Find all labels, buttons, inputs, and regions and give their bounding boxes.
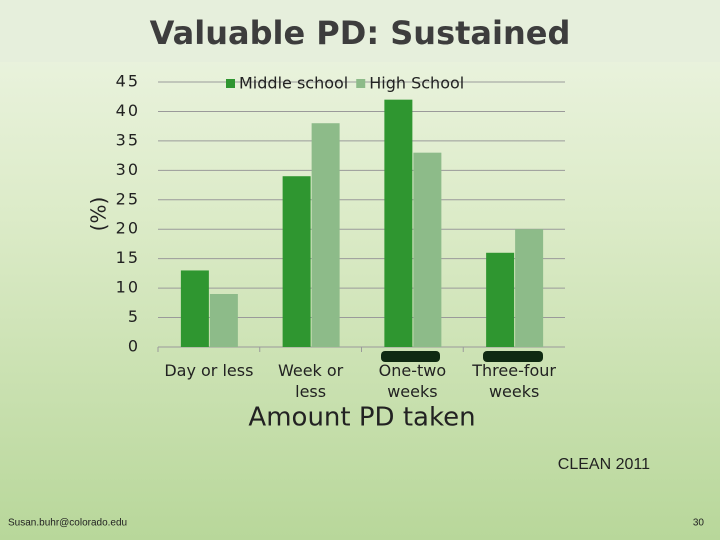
y-tick-label: 0 [128,337,140,356]
x-tick-label: One-two weeks [378,361,447,401]
y-tick-label: 35 [116,130,140,149]
legend-swatch [356,79,366,88]
bar [384,99,413,348]
legend-swatch [226,79,235,88]
y-tick-label: 30 [116,160,140,179]
y-tick-label: 20 [116,219,140,238]
legend-label: Middle school [239,74,348,93]
y-tick-label: 15 [116,248,140,267]
chart-title: Valuable PD: Sustained [150,14,571,52]
x-tick-label: Week or less [277,361,344,401]
email: Susan.buhr@colorado.edu [8,518,127,529]
bar [180,270,209,347]
y-tick-label: 5 [128,307,140,326]
bar [282,176,311,347]
y-tick-label: 25 [116,189,140,208]
y-tick-label: 45 [116,72,140,91]
bar [209,294,238,347]
source: CLEAN 2011 [558,456,650,473]
y-axis-title: (%) [87,197,111,232]
bar [515,229,544,347]
bar [486,252,515,347]
highlight-marker [483,351,543,362]
legend-label: High School [369,74,464,93]
x-axis-title: Amount PD taken [248,403,475,433]
y-tick-label: 10 [116,278,140,297]
bar [311,123,340,347]
bar [413,152,442,347]
x-tick-label: Three-four weeks [472,361,556,401]
title-band [0,0,720,62]
page-number: 30 [693,518,705,529]
y-tick-label: 40 [116,101,140,120]
highlight-marker [381,351,440,362]
x-tick-label: Day or less [164,361,254,380]
